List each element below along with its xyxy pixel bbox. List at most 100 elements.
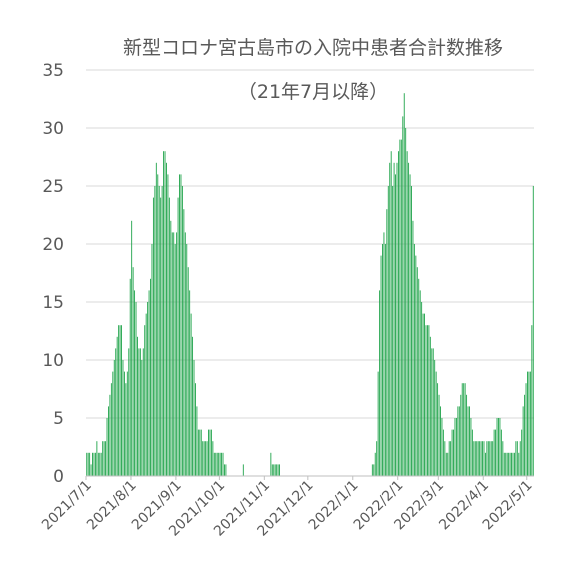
bar xyxy=(498,418,499,476)
bar xyxy=(525,383,527,476)
bar xyxy=(483,441,485,476)
bar xyxy=(418,278,420,476)
bar xyxy=(242,464,244,476)
bar xyxy=(142,348,144,476)
bar xyxy=(493,429,495,476)
bar xyxy=(168,197,170,476)
bar xyxy=(445,452,447,476)
bar xyxy=(402,116,404,477)
bar xyxy=(506,452,508,476)
bar xyxy=(415,255,417,476)
bar xyxy=(148,290,150,476)
bar xyxy=(171,232,173,476)
bar xyxy=(199,429,201,476)
bar xyxy=(86,452,88,476)
bar xyxy=(189,290,191,476)
bar xyxy=(125,383,127,476)
bar xyxy=(193,360,195,476)
bar xyxy=(413,244,415,476)
bar xyxy=(103,441,105,476)
bar xyxy=(426,325,428,476)
bar xyxy=(96,441,98,476)
bar xyxy=(131,220,133,476)
bar xyxy=(89,452,91,476)
bar xyxy=(509,452,511,476)
bar xyxy=(382,244,383,476)
bar xyxy=(224,464,225,476)
bar xyxy=(479,441,481,476)
bar xyxy=(399,139,401,476)
bar xyxy=(170,220,172,476)
bar xyxy=(455,418,457,476)
bar xyxy=(195,383,196,476)
bar xyxy=(529,371,531,476)
bar xyxy=(109,394,111,476)
bar xyxy=(473,441,475,476)
bar xyxy=(424,313,425,476)
bar xyxy=(435,371,437,476)
bar xyxy=(174,244,176,476)
bar xyxy=(431,348,433,476)
bar xyxy=(118,325,120,476)
bar xyxy=(154,186,156,476)
bar xyxy=(163,151,165,476)
bar xyxy=(93,452,95,476)
bar xyxy=(461,383,463,476)
bar xyxy=(155,162,157,477)
bar xyxy=(453,429,454,476)
y-tick-label: 25 xyxy=(42,177,64,197)
bar xyxy=(197,429,199,476)
bars xyxy=(86,93,534,477)
bar xyxy=(476,441,478,476)
bar xyxy=(412,220,414,476)
bar xyxy=(135,302,137,476)
bar xyxy=(515,441,517,476)
bar xyxy=(405,128,407,476)
bar xyxy=(392,186,394,476)
bar xyxy=(371,464,373,476)
bar xyxy=(157,174,159,476)
bar xyxy=(393,162,395,477)
bar xyxy=(440,406,441,476)
bar xyxy=(490,441,492,476)
bar xyxy=(454,418,456,476)
bar xyxy=(147,302,149,476)
bar xyxy=(487,441,489,476)
bar xyxy=(166,162,167,477)
bar xyxy=(274,464,276,476)
bar xyxy=(271,464,273,476)
y-tick-label: 15 xyxy=(42,293,64,313)
bar xyxy=(450,441,452,476)
bar xyxy=(376,441,378,476)
bar xyxy=(464,383,466,476)
bar xyxy=(492,441,494,476)
bar xyxy=(474,441,476,476)
bar xyxy=(513,452,515,476)
bar xyxy=(151,244,153,476)
y-tick-label: 10 xyxy=(42,351,64,371)
bar xyxy=(428,325,430,476)
y-tick-label: 5 xyxy=(53,409,64,429)
y-tick-label: 20 xyxy=(42,235,64,255)
bar xyxy=(273,464,275,476)
bar xyxy=(221,452,223,476)
bar xyxy=(205,441,207,476)
bar xyxy=(180,174,182,476)
bar xyxy=(225,464,227,476)
bar xyxy=(167,174,169,476)
bar xyxy=(444,441,446,476)
bar xyxy=(512,452,514,476)
bar xyxy=(438,394,440,476)
bar xyxy=(100,452,102,476)
bar xyxy=(137,336,138,476)
bar xyxy=(203,441,205,476)
bar xyxy=(519,441,521,476)
bar xyxy=(532,186,534,476)
bar xyxy=(429,336,431,476)
bar xyxy=(187,267,189,476)
bar xyxy=(92,452,93,476)
bar xyxy=(122,360,124,476)
bar xyxy=(524,394,526,476)
y-tick-label: 0 xyxy=(53,467,64,487)
